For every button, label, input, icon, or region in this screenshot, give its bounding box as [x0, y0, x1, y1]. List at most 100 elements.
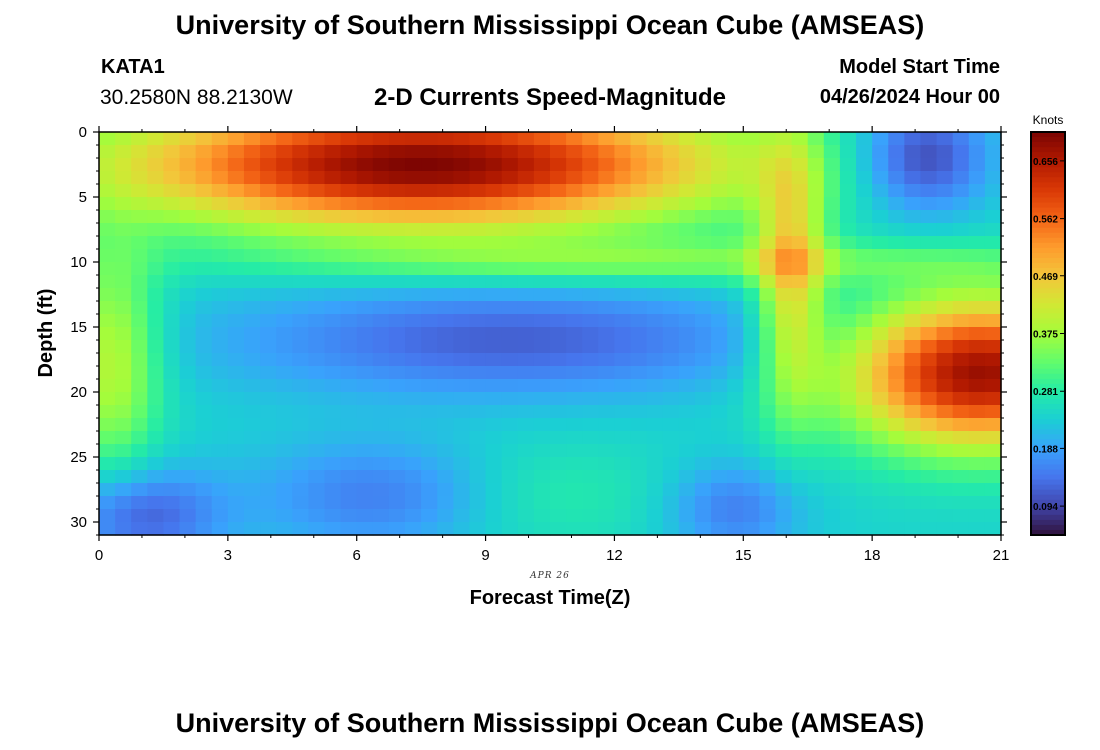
heatmap-cell	[646, 249, 664, 263]
heatmap-cell	[550, 483, 567, 497]
heatmap-cell	[340, 379, 358, 393]
heatmap-cell	[775, 496, 793, 510]
heatmap-cell	[501, 171, 519, 185]
heatmap-cell	[759, 522, 777, 536]
heatmap-cell	[904, 509, 922, 523]
heatmap-cell	[566, 470, 583, 484]
heatmap-cell	[566, 197, 583, 211]
heatmap-cell	[421, 392, 438, 406]
heatmap-cell	[743, 288, 760, 302]
heatmap-cell	[598, 275, 616, 289]
heatmap-cell	[759, 379, 777, 393]
heatmap-cell	[630, 353, 648, 367]
heatmap-cell	[807, 340, 825, 354]
heatmap-cell	[952, 509, 970, 523]
heatmap-cell	[469, 340, 487, 354]
heatmap-cell	[839, 392, 857, 406]
heatmap-cell	[566, 262, 583, 276]
heatmap-cell	[179, 418, 197, 432]
heatmap-cell	[678, 184, 696, 198]
heatmap-cell	[711, 431, 728, 445]
heatmap-cell	[823, 132, 841, 146]
heatmap-cell	[968, 522, 986, 536]
heatmap-cell	[260, 509, 277, 523]
heatmap-cell	[211, 249, 229, 263]
heatmap-cell	[743, 184, 760, 198]
heatmap-cell	[517, 158, 535, 172]
heatmap-cell	[711, 483, 728, 497]
heatmap-cell	[872, 132, 889, 146]
heatmap-cell	[952, 327, 970, 341]
heatmap-cell	[115, 405, 132, 419]
heatmap-cell	[131, 444, 148, 458]
heatmap-cell	[437, 483, 454, 497]
heatmap-cell	[195, 288, 213, 302]
heatmap-cell	[99, 314, 116, 328]
heatmap-cell	[195, 340, 213, 354]
heatmap-cell	[340, 457, 358, 471]
heatmap-cell	[405, 262, 422, 276]
heatmap-cell	[662, 340, 680, 354]
heatmap-cell	[952, 132, 970, 146]
heatmap-cell	[566, 210, 583, 224]
heatmap-cell	[163, 223, 181, 237]
heatmap-cell	[968, 249, 986, 263]
heatmap-cell	[469, 418, 487, 432]
heatmap-cell	[469, 496, 487, 510]
colorbar-swatch	[1031, 444, 1065, 450]
heatmap-cell	[582, 457, 599, 471]
heatmap-cell	[920, 132, 938, 146]
heatmap-cell	[260, 223, 277, 237]
heatmap-cell	[292, 184, 309, 198]
heatmap-cell	[872, 483, 889, 497]
heatmap-cell	[405, 353, 422, 367]
heatmap-cell	[646, 418, 664, 432]
heatmap-cell	[388, 470, 406, 484]
heatmap-cell	[936, 327, 954, 341]
heatmap-cell	[453, 223, 471, 237]
heatmap-cell	[195, 171, 213, 185]
heatmap-cell	[163, 145, 181, 159]
heatmap-cell	[179, 145, 197, 159]
heatmap-cell	[292, 327, 309, 341]
heatmap-cell	[984, 327, 1002, 341]
heatmap-cell	[437, 366, 454, 380]
heatmap-cell	[662, 405, 680, 419]
heatmap-cell	[856, 171, 873, 185]
heatmap-cell	[807, 275, 825, 289]
heatmap-cell	[856, 379, 873, 393]
heatmap-cell	[276, 288, 293, 302]
heatmap-cell	[437, 418, 454, 432]
heatmap-cell	[405, 171, 422, 185]
chart-subtitle: 2-D Currents Speed-Magnitude	[373, 84, 727, 111]
heatmap-cell	[308, 353, 326, 367]
heatmap-cell	[839, 470, 857, 484]
heatmap-cell	[163, 210, 181, 224]
heatmap-cell	[405, 210, 422, 224]
heatmap-cell	[485, 158, 503, 172]
heatmap-cell	[872, 236, 889, 250]
heatmap-cell	[356, 496, 374, 510]
heatmap-cell	[694, 327, 712, 341]
y-tick-label: 5	[79, 189, 87, 206]
heatmap-cell	[163, 301, 181, 315]
heatmap-cell	[807, 496, 825, 510]
heatmap-cell	[340, 158, 358, 172]
heatmap-cell	[936, 353, 954, 367]
heatmap-cell	[936, 145, 954, 159]
heatmap-cell	[308, 132, 326, 146]
heatmap-cell	[727, 444, 744, 458]
heatmap-cell	[775, 275, 793, 289]
heatmap-cell	[904, 275, 922, 289]
heatmap-cell	[662, 314, 680, 328]
heatmap-cell	[662, 366, 680, 380]
heatmap-cell	[904, 405, 922, 419]
heatmap-cell	[791, 509, 809, 523]
heatmap-cell	[324, 379, 342, 393]
heatmap-cell	[517, 431, 535, 445]
heatmap-cell	[372, 522, 390, 536]
heatmap-cell	[372, 301, 390, 315]
heatmap-cell	[195, 210, 213, 224]
heatmap-cell	[678, 470, 696, 484]
heatmap-cell	[952, 158, 970, 172]
